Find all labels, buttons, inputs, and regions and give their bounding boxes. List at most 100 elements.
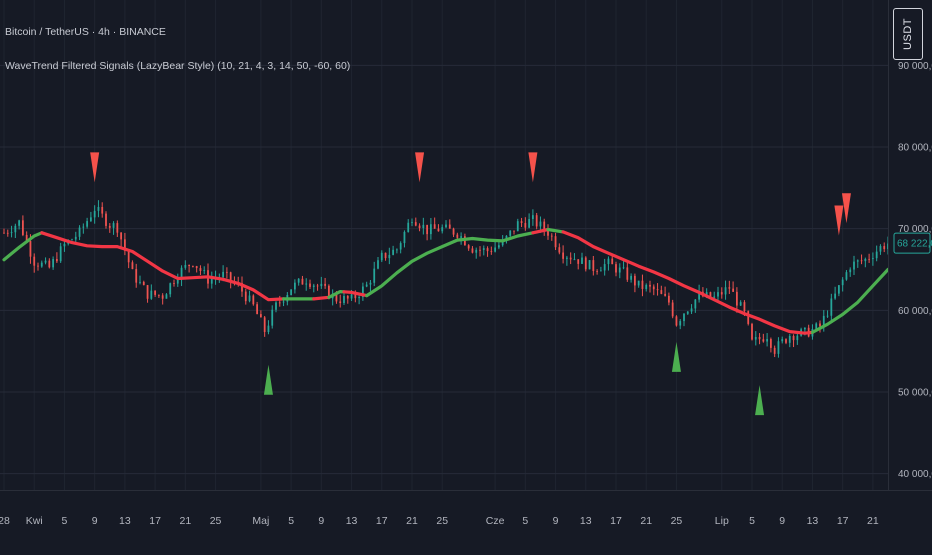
sell-signal-marker — [841, 193, 851, 224]
candle-body — [573, 259, 576, 261]
candle-body — [577, 259, 580, 264]
candle-body — [788, 335, 791, 343]
candle-body — [120, 232, 123, 240]
candle-body — [369, 282, 372, 285]
candle-body — [641, 280, 644, 289]
candle-body — [157, 294, 160, 296]
candle-body — [29, 241, 32, 257]
candle-body — [63, 243, 66, 247]
time-axis[interactable]: 28 Kwi 5 9 13 17 21 25 Maj 5 9 13 17 21 25 Cze 5 9 13 17 21 2… — [0, 490, 932, 550]
candle-body — [203, 270, 206, 272]
time-tick-label: 13 — [580, 515, 592, 527]
candle-body — [562, 252, 565, 259]
candle-body — [558, 247, 561, 253]
candle-body — [785, 339, 787, 343]
candle-body — [399, 243, 402, 250]
candle-body — [256, 304, 259, 315]
candle-body — [539, 221, 542, 227]
candle-body — [758, 337, 761, 340]
ma-segment-bullish — [810, 267, 890, 334]
candle-body — [263, 317, 266, 333]
candle-body — [426, 224, 429, 235]
time-tick-label: Lip — [715, 515, 729, 527]
time-axis-bg — [0, 490, 932, 550]
price-tick-label: 60 000,00 — [898, 306, 932, 317]
candle-body — [826, 315, 829, 317]
candle-body — [18, 220, 21, 226]
candle-body — [528, 219, 531, 228]
candle-body — [501, 240, 504, 246]
candle-body — [44, 260, 47, 263]
candle-body — [520, 221, 523, 223]
time-tick-label: 21 — [640, 515, 652, 527]
candle-body — [656, 289, 659, 291]
ma-segment-bullish — [546, 227, 565, 234]
ma-segment-bearish — [40, 231, 286, 302]
candle-body — [645, 284, 648, 289]
time-tick-label: 9 — [553, 515, 559, 527]
candle-body — [108, 225, 111, 228]
candle-body — [837, 285, 840, 294]
candle-body — [611, 258, 614, 265]
candle-body — [422, 224, 425, 229]
candle-body — [671, 302, 674, 317]
candle-body — [796, 335, 799, 341]
candle-body — [139, 281, 141, 283]
candle-body — [52, 259, 55, 268]
candle-body — [845, 272, 848, 280]
time-tick-label: 9 — [92, 515, 98, 527]
candle-body — [615, 264, 617, 273]
candle-body — [150, 290, 153, 299]
ma-segment-bearish — [312, 295, 331, 301]
candle-body — [373, 268, 376, 283]
candle-body — [14, 225, 17, 233]
candle-body — [452, 228, 455, 235]
price-tick-label: 70 000,00 — [898, 224, 932, 235]
candlesticks — [3, 200, 889, 358]
candle-body — [675, 316, 678, 326]
candle-body — [259, 314, 262, 318]
candle-body — [358, 297, 361, 299]
candle-body — [441, 227, 444, 232]
candle-body — [395, 249, 398, 251]
candle-body — [169, 283, 172, 295]
candle-body — [547, 230, 549, 236]
candle-body — [479, 249, 481, 251]
candle-body — [849, 269, 852, 273]
candle-body — [690, 308, 693, 312]
candle-body — [637, 280, 640, 286]
time-tick-label: 17 — [837, 515, 849, 527]
candle-body — [199, 268, 202, 272]
indicator-legend[interactable]: WaveTrend Filtered Signals (LazyBear Sty… — [5, 60, 351, 72]
sell-signal-marker — [528, 152, 538, 183]
currency-button[interactable]: USDT — [893, 8, 923, 60]
candle-body — [161, 295, 164, 299]
candle-body — [732, 288, 735, 292]
time-tick-label: 5 — [522, 515, 528, 527]
candle-body — [596, 270, 599, 272]
buy-signal-marker — [671, 341, 681, 372]
candle-body — [290, 289, 293, 296]
time-tick-label: 5 — [749, 515, 755, 527]
candle-body — [490, 251, 493, 252]
ma-segment-bearish — [531, 227, 550, 235]
time-tick-label: 21 — [179, 515, 191, 527]
candle-body — [467, 245, 470, 249]
candle-body — [384, 252, 387, 259]
candle-body — [822, 315, 825, 327]
candle-body — [165, 294, 168, 299]
symbol-legend[interactable]: Bitcoin / TetherUS · 4h · BINANCE — [5, 26, 166, 38]
candle-body — [486, 248, 489, 252]
candle-body — [834, 293, 837, 299]
candle-body — [350, 294, 353, 299]
price-axis[interactable]: 40 000,00 50 000,00 60 000,00 70 000,00 80 0… — [888, 0, 932, 550]
price-axis-bg — [888, 0, 932, 550]
candle-body — [592, 260, 595, 271]
candle-body — [414, 222, 417, 226]
candle-body — [751, 323, 753, 340]
time-tick-label: 21 — [867, 515, 879, 527]
candle-body — [524, 222, 527, 228]
candle-body — [101, 206, 104, 214]
